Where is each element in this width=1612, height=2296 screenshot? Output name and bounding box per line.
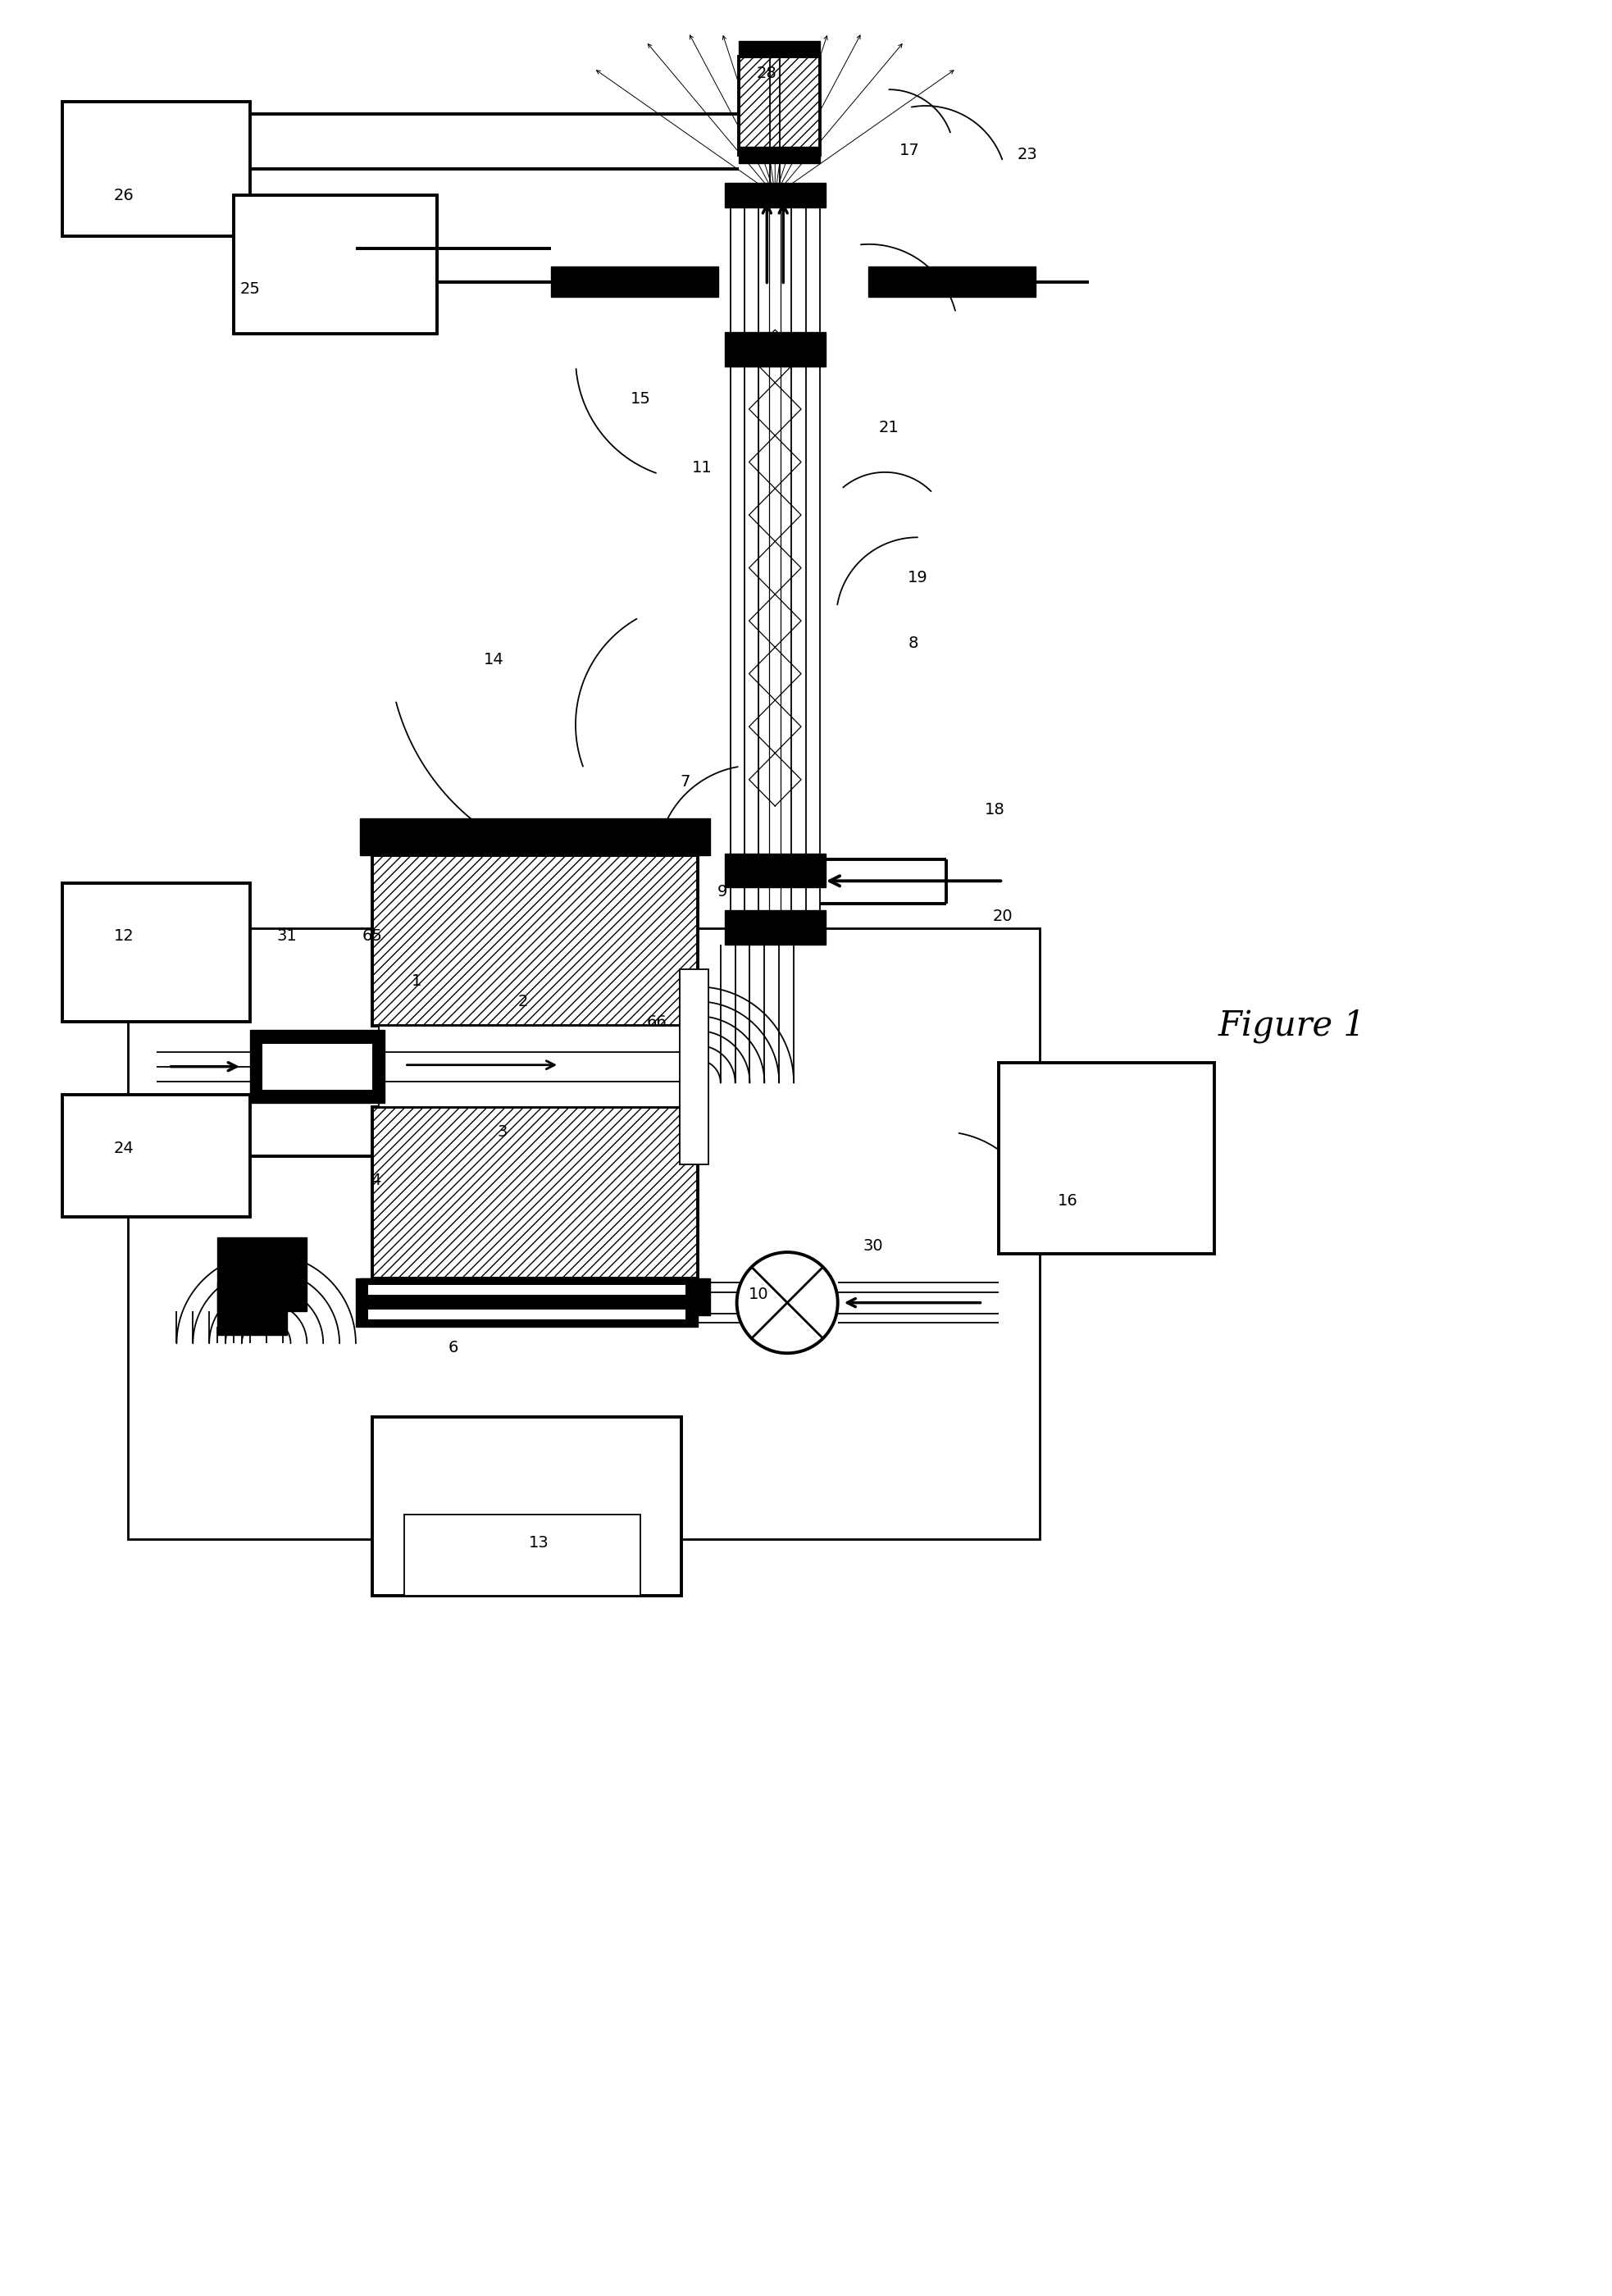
Bar (724, 184, 825, 207)
Bar (999, 1063, 1215, 1254)
Bar (724, 854, 825, 889)
Text: 2: 2 (517, 994, 527, 1010)
Text: 7: 7 (680, 774, 690, 790)
Text: 18: 18 (985, 801, 1004, 817)
Text: 27: 27 (243, 1247, 264, 1261)
Text: 13: 13 (529, 1536, 550, 1550)
Text: 17: 17 (899, 142, 919, 158)
Text: 1: 1 (411, 974, 422, 990)
Bar (218, 1238, 306, 1311)
Bar (405, 1515, 640, 1596)
Text: 15: 15 (630, 390, 651, 406)
Text: 14: 14 (484, 652, 505, 668)
Text: 20: 20 (993, 909, 1012, 923)
Text: 24: 24 (113, 1141, 134, 1155)
Bar (63, 101, 250, 236)
Bar (359, 1279, 709, 1316)
Text: 8: 8 (909, 636, 919, 652)
Bar (368, 1309, 685, 1318)
Bar (372, 1417, 682, 1596)
Text: 21: 21 (879, 420, 899, 436)
Text: 66: 66 (646, 1015, 667, 1029)
Bar (372, 1107, 698, 1279)
Bar (263, 1045, 372, 1088)
Text: 6: 6 (448, 1339, 458, 1355)
Text: 25: 25 (240, 280, 260, 296)
Bar (356, 1279, 698, 1327)
Text: 19: 19 (908, 569, 927, 585)
Text: 31: 31 (276, 928, 297, 944)
Bar (127, 928, 1040, 1538)
Bar (379, 1026, 692, 1107)
Text: 23: 23 (1017, 147, 1038, 163)
Bar (738, 57, 821, 154)
Text: 9: 9 (717, 884, 727, 900)
Text: 12: 12 (113, 928, 134, 944)
Bar (234, 195, 437, 333)
Bar (218, 1283, 287, 1336)
Text: 22: 22 (1006, 278, 1025, 292)
Bar (372, 854, 698, 1026)
Bar (551, 266, 717, 296)
Bar (359, 817, 709, 854)
Bar (724, 909, 825, 944)
Bar (680, 969, 708, 1164)
Bar (368, 1286, 685, 1295)
Text: 5: 5 (371, 1042, 382, 1058)
Text: 26: 26 (113, 188, 134, 202)
Text: 3: 3 (496, 1125, 508, 1139)
Bar (250, 1031, 384, 1102)
Text: 28: 28 (756, 67, 777, 80)
Bar (724, 333, 825, 367)
Text: 11: 11 (692, 459, 713, 475)
Circle shape (737, 1251, 838, 1352)
Bar (738, 41, 821, 57)
Bar (63, 884, 250, 1022)
Bar (738, 147, 821, 163)
Text: 65: 65 (361, 928, 382, 944)
Text: Figure 1: Figure 1 (1219, 1008, 1365, 1042)
Text: 16: 16 (1057, 1194, 1078, 1208)
Text: 10: 10 (748, 1286, 769, 1302)
Bar (63, 1095, 250, 1217)
Text: 30: 30 (862, 1238, 883, 1254)
Bar (869, 266, 1035, 296)
Text: 4: 4 (371, 1173, 380, 1189)
